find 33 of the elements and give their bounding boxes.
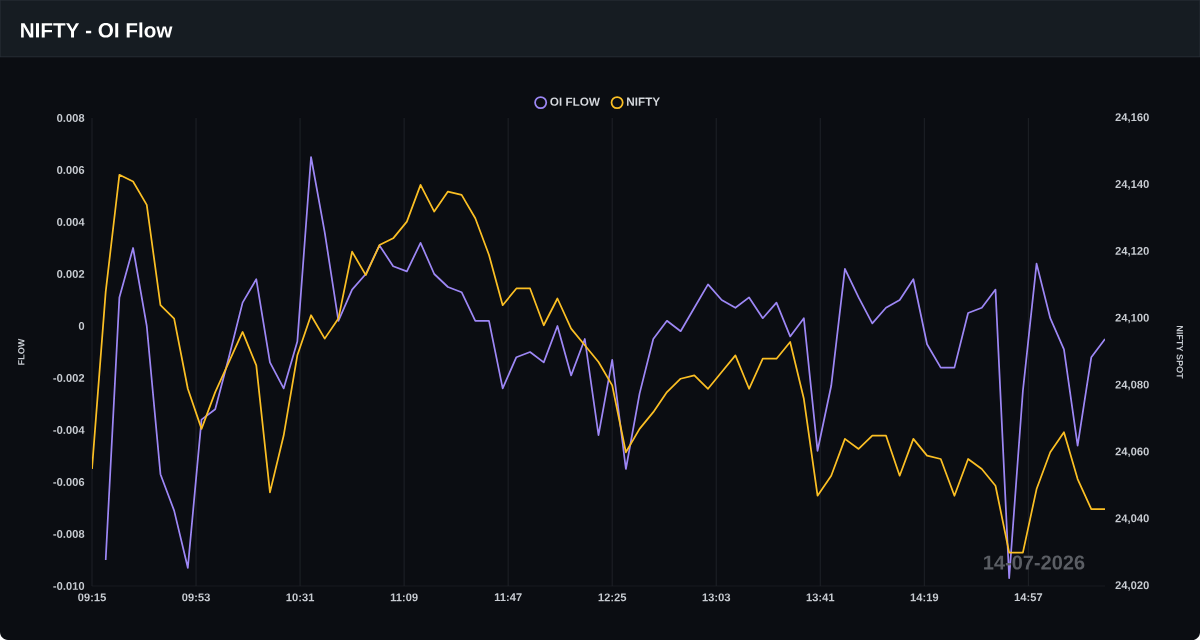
y-tick-label: 0.002 bbox=[57, 270, 85, 278]
y2-tick-label: 24,140 bbox=[1115, 180, 1149, 190]
y2-tick-label: 24,040 bbox=[1115, 514, 1149, 524]
y2-tick-label: 24,120 bbox=[1115, 246, 1149, 257]
y2-tick-label: 24,160 bbox=[1115, 113, 1149, 123]
y-tick-label: -0.002 bbox=[53, 374, 85, 382]
y-tick-label: 0.004 bbox=[57, 218, 85, 226]
y-tick-label: 0.006 bbox=[57, 166, 85, 174]
x-tick-label: 13:41 bbox=[806, 593, 835, 602]
y-tick-label: -0.004 bbox=[53, 426, 85, 434]
y-tick-label: 0.008 bbox=[57, 114, 85, 122]
y2-tick-label: 24,020 bbox=[1115, 581, 1149, 591]
y-tick-label: 0 bbox=[78, 322, 85, 330]
y2-tick-label: 24,060 bbox=[1115, 447, 1149, 458]
x-tick-label: 13:03 bbox=[702, 593, 731, 602]
y-tick-label: -0.008 bbox=[53, 530, 85, 538]
y-axis-title: FLOW bbox=[18, 338, 25, 365]
y2-tick-label: 24,080 bbox=[1115, 380, 1149, 391]
x-tick-label: 12:25 bbox=[598, 593, 627, 602]
y-tick-label: -0.006 bbox=[53, 478, 85, 486]
x-tick-label: 11:47 bbox=[494, 593, 522, 602]
y-tick-label: -0.010 bbox=[53, 582, 85, 590]
y2-tick-label: 24,100 bbox=[1115, 313, 1149, 324]
chart-title: NIFTY - OI Flow bbox=[21, 22, 173, 38]
x-tick-label: 14:19 bbox=[910, 593, 939, 602]
y2-axis-title: NIFTY SPOT bbox=[1176, 325, 1183, 379]
x-tick-label: 10:31 bbox=[286, 593, 315, 602]
legend-label: OI FLOW bbox=[550, 97, 600, 106]
x-tick-label: 09:15 bbox=[78, 593, 107, 602]
x-tick-label: 14:57 bbox=[1014, 593, 1043, 602]
x-tick-label: 11:09 bbox=[390, 593, 418, 602]
legend-label: NIFTY bbox=[627, 97, 660, 106]
x-tick-label: 09:53 bbox=[182, 593, 210, 602]
